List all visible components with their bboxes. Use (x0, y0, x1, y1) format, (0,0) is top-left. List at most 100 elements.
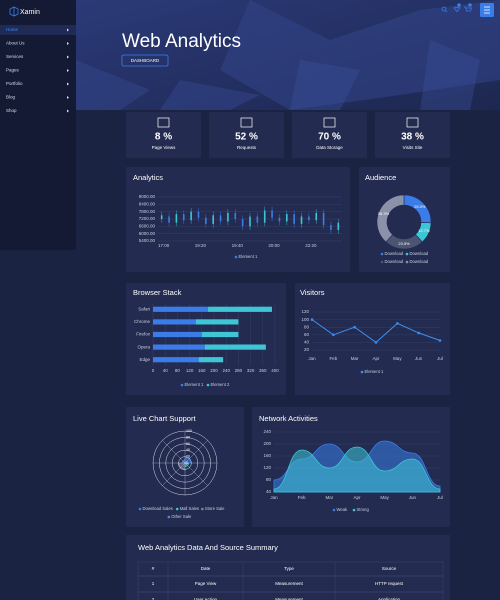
legend-marker (175, 507, 179, 511)
x-tick-label: 80 (175, 368, 181, 373)
dashboard-button-label[interactable]: DASHBOARD (131, 58, 160, 63)
x-tick-label: May (393, 356, 402, 361)
x-tick-label: 280 (235, 368, 243, 373)
legend-marker (234, 255, 238, 259)
candle-body (249, 216, 251, 227)
x-tick-label: 20:00 (268, 243, 280, 248)
area (273, 446, 441, 493)
point (374, 341, 378, 344)
stat-value: 8 % (155, 132, 172, 143)
stat-icon (157, 117, 170, 128)
badge (468, 3, 472, 7)
dashboard-button[interactable] (121, 54, 169, 67)
banner-pattern (76, 0, 500, 110)
x-tick-label: 120 (186, 368, 194, 373)
x-tick-label: Apr (372, 356, 380, 361)
stat-icon (323, 117, 336, 128)
candle-body (227, 212, 229, 222)
legend-marker (405, 252, 409, 256)
r-tick-label: 40 (186, 448, 190, 452)
candle-body (190, 211, 192, 221)
x-tick-label: 19:20 (195, 243, 207, 248)
menu-item: Services (6, 54, 24, 59)
x-tick-label: 0 (152, 368, 155, 373)
candle-body (205, 217, 207, 224)
column-header: Date (201, 566, 211, 571)
candle-body (330, 225, 332, 230)
x-tick-label: 19:40 (232, 243, 244, 248)
y-tick-label: 80 (304, 324, 310, 329)
y-tick-label: 6600.00 (139, 224, 156, 229)
bar (207, 306, 272, 312)
x-tick-label: Jun (409, 495, 417, 500)
point (396, 322, 399, 325)
menu-item: Portfolio (6, 81, 23, 86)
legend-marker (332, 508, 336, 512)
menu-item: About Us (6, 41, 25, 46)
y-tick-label: Chrome (134, 319, 151, 324)
stat-label: Page Views (152, 145, 176, 150)
card (126, 283, 286, 395)
x-tick-label: 360 (259, 368, 267, 373)
r-tick-label: 20 (186, 455, 190, 459)
candle-body (168, 216, 170, 223)
candle-body (160, 215, 163, 219)
chart-title: Network Activities (259, 414, 318, 423)
y-tick-label: Edge (139, 357, 150, 362)
y-tick-label: Firefox (136, 332, 151, 337)
y-tick-label: Safari (138, 306, 150, 311)
legend-label: Element 1 (365, 369, 385, 374)
menu-arrow (67, 42, 69, 45)
legend-marker (201, 507, 204, 511)
hamburger (484, 6, 490, 14)
table-cell: User Action (194, 597, 218, 600)
candle-body (219, 215, 222, 222)
candle-body (182, 214, 185, 221)
bar (198, 357, 224, 363)
legend-marker (352, 508, 356, 512)
legend-label: Mall Sales (180, 506, 199, 511)
chart-title: Audience (365, 173, 396, 182)
legend-label: Download (410, 251, 429, 256)
y-tick-label: 6000.00 (139, 231, 156, 236)
candle-body (212, 215, 214, 224)
table-cell: Page View (195, 581, 217, 586)
y-tick-label: 5400.00 (139, 238, 156, 243)
data-label: 25.5% (414, 204, 426, 209)
r-tick-label: 100 (186, 429, 192, 433)
card (126, 167, 350, 272)
card (375, 112, 450, 158)
legend-marker (405, 260, 409, 264)
x-tick-label: 320 (247, 368, 255, 373)
legend-label: Element 1 (185, 382, 205, 387)
legend-marker (360, 370, 364, 374)
stat-value: 70 % (318, 132, 341, 143)
x-tick-label: Jan (270, 495, 278, 500)
legend-marker (180, 383, 184, 387)
bar (153, 306, 208, 312)
chart-title: Browser Stack (133, 288, 182, 297)
legend-marker (167, 515, 171, 519)
table-cell: 2 (152, 597, 155, 600)
page-title: Web Analytics (122, 31, 241, 52)
stat-value: 52 % (235, 132, 258, 143)
sidebar (0, 0, 76, 250)
legend-label: Download Sales (143, 506, 173, 511)
logo-icon (9, 6, 19, 17)
y-tick-label: 60 (304, 332, 310, 337)
chart-title: Analytics (133, 173, 163, 182)
bar (153, 331, 202, 338)
y-tick-label: 9000.00 (139, 194, 156, 199)
stat-label: Requests (237, 145, 257, 150)
candle-body (241, 219, 244, 227)
brand: Xamin (20, 9, 40, 16)
x-tick-label: 22:20 (305, 243, 317, 248)
table-row (137, 591, 444, 600)
candle-body (234, 212, 237, 219)
y-tick-label: 240 (263, 429, 271, 434)
top-icons[interactable] (441, 6, 473, 13)
x-tick-label: 40 (163, 368, 169, 373)
y-tick-label: Opera (137, 344, 150, 349)
point (332, 333, 335, 337)
